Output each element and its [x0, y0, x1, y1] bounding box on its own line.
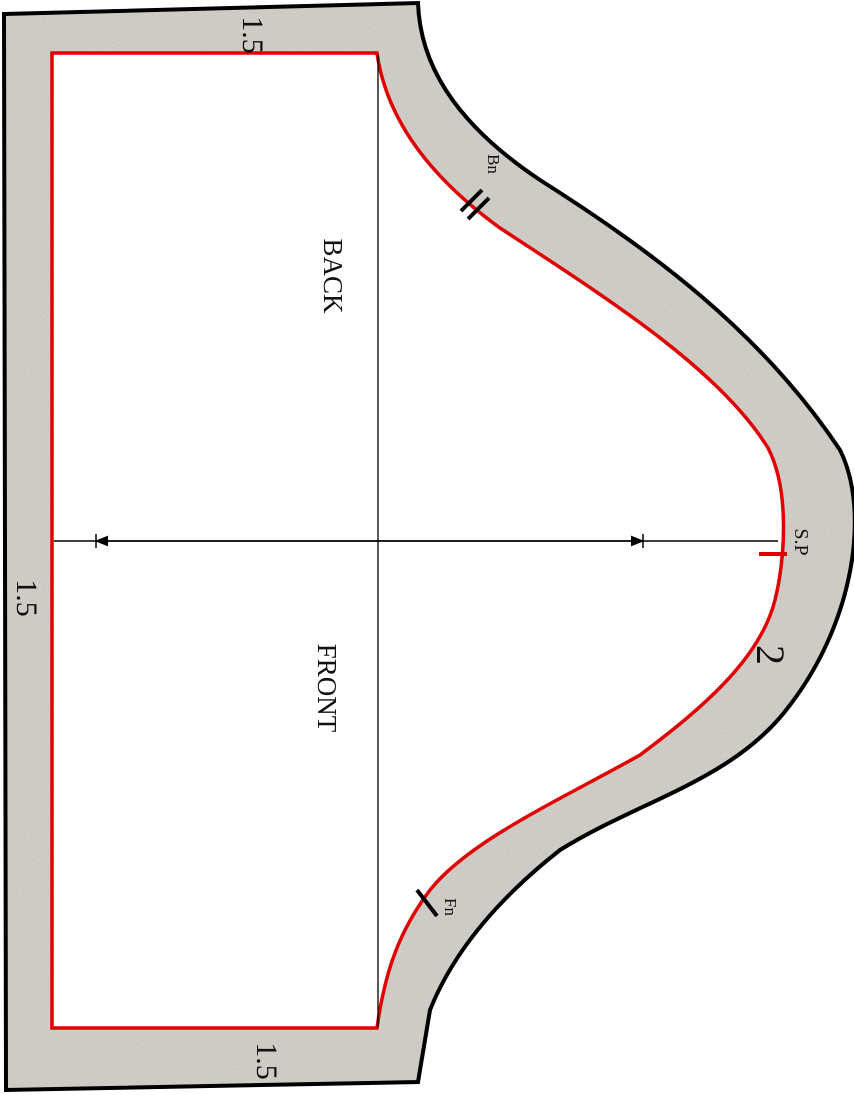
allowance-side-label: 1.5 — [10, 579, 43, 617]
front-label: FRONT — [312, 644, 342, 733]
shoulder-point-label: S.P — [790, 528, 812, 555]
stitch-line — [50, 51, 786, 1030]
back-notch-mark-2 — [466, 196, 491, 221]
allowance-top-label: 1.5 — [236, 16, 269, 54]
allowance-curve-label: 2 — [748, 645, 793, 665]
back-notch-label: Bn — [484, 154, 503, 174]
back-label: BACK — [318, 238, 348, 314]
seam-allowance-area — [4, 3, 854, 1090]
front-notch-label: Fn — [441, 898, 460, 916]
allowance-bottom-label: 1.5 — [250, 1042, 283, 1080]
front-notch-mark — [415, 888, 439, 918]
back-notch-mark-1 — [459, 188, 484, 213]
